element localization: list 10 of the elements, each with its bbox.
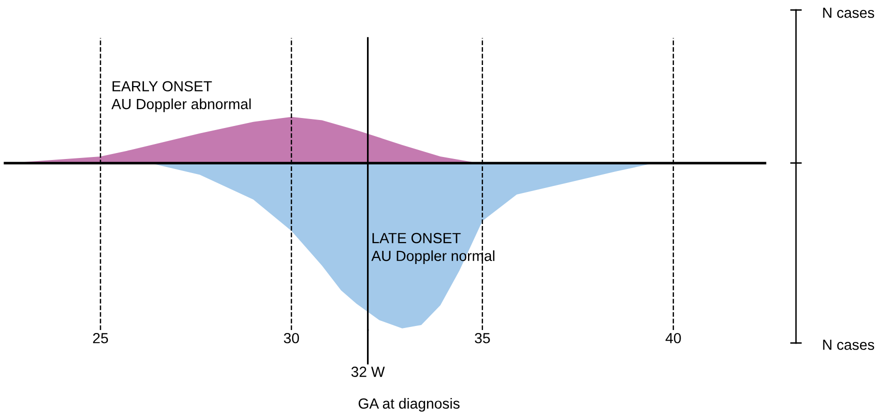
x-tick-label: 40 [666,332,681,344]
x-tick-label: 25 [93,332,108,344]
text: N cases [823,340,874,350]
x-tick-label: 30 [284,332,299,344]
ref-line-label: 32 W [351,366,385,377]
x-tick-label: 35 [474,332,490,344]
series-label: EARLY ONSET AU Doppler abnormal [111,81,251,112]
x-axis-title: GA at diagnosis [358,398,460,412]
series-label: LATE ONSET AU Doppler normal [371,232,494,264]
text: N cases [823,8,874,18]
